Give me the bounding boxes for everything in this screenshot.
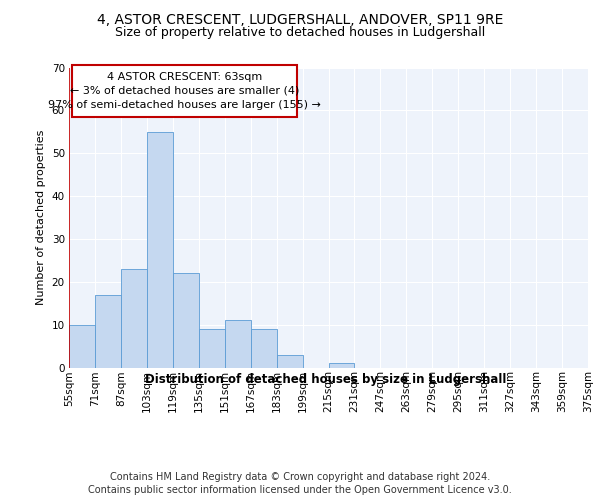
Text: 4, ASTOR CRESCENT, LUDGERSHALL, ANDOVER, SP11 9RE: 4, ASTOR CRESCENT, LUDGERSHALL, ANDOVER,… xyxy=(97,12,503,26)
Y-axis label: Number of detached properties: Number of detached properties xyxy=(36,130,46,305)
Text: 4 ASTOR CRESCENT: 63sqm
← 3% of detached houses are smaller (4)
97% of semi-deta: 4 ASTOR CRESCENT: 63sqm ← 3% of detached… xyxy=(48,72,321,110)
Bar xyxy=(277,354,302,368)
Text: Contains public sector information licensed under the Open Government Licence v3: Contains public sector information licen… xyxy=(88,485,512,495)
Bar xyxy=(251,329,277,368)
Text: Size of property relative to detached houses in Ludgershall: Size of property relative to detached ho… xyxy=(115,26,485,39)
Bar xyxy=(121,269,147,368)
FancyBboxPatch shape xyxy=(71,64,298,117)
Bar xyxy=(69,324,95,368)
Text: Distribution of detached houses by size in Ludgershall: Distribution of detached houses by size … xyxy=(145,372,506,386)
Bar xyxy=(329,363,355,368)
Bar xyxy=(199,329,224,368)
Text: Contains HM Land Registry data © Crown copyright and database right 2024.: Contains HM Land Registry data © Crown c… xyxy=(110,472,490,482)
Bar xyxy=(173,273,199,368)
Bar xyxy=(225,320,251,368)
Bar xyxy=(147,132,173,368)
Bar xyxy=(95,294,121,368)
